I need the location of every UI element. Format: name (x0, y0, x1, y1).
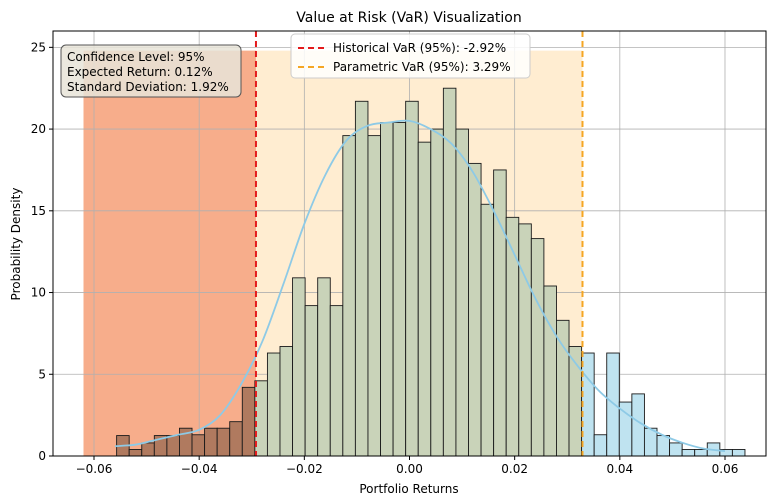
histogram-bar (380, 122, 394, 457)
histogram-bar (304, 305, 319, 457)
histogram-bar (166, 435, 180, 457)
histogram-bar (442, 87, 457, 457)
chart-title: Value at Risk (VaR) Visualization (296, 10, 521, 26)
y-axis-label: Probability Density (9, 188, 23, 301)
legend: Historical VaR (95%): -2.92% Parametric V… (290, 33, 531, 79)
histogram-bar (656, 435, 671, 457)
histogram-bar (669, 442, 683, 457)
histogram-bar (128, 449, 143, 457)
histogram-bar (329, 305, 344, 457)
x-tick-label: 0.04 (606, 462, 633, 476)
histogram-bar (606, 352, 620, 457)
info-box: Confidence Level: 95%Expected Return: 0.… (60, 44, 242, 98)
histogram-bar (266, 352, 281, 457)
histogram-bar (468, 162, 482, 457)
x-tick-label: −0.06 (76, 462, 113, 476)
histogram-bar (530, 238, 545, 457)
histogram-bar (543, 285, 557, 457)
info-box-line: Standard Deviation: 1.92% (67, 80, 229, 94)
histogram-bar (593, 434, 608, 457)
y-tick-label: 10 (31, 286, 46, 300)
histogram-bar (204, 427, 218, 457)
histogram-bar (455, 128, 469, 457)
histogram-bar (480, 203, 495, 457)
legend-box (290, 33, 531, 79)
y-tick-label: 20 (31, 122, 46, 136)
histogram-bar (216, 427, 231, 457)
histogram-bar (405, 100, 419, 457)
histogram-bar (518, 223, 532, 457)
histogram-bar (417, 141, 432, 457)
histogram-bar (354, 100, 369, 457)
plot-area: −0.06 −0.04 −0.02 0.00 0.02 0.04 0.06 0 5 10 15 20 2… (31, 30, 767, 476)
histogram-bar (292, 277, 306, 457)
legend-label: Parametric VaR (95%): 3.29% (333, 60, 511, 74)
legend-label: Historical VaR (95%): -2.92% (333, 41, 506, 55)
info-box-background (60, 44, 242, 98)
histogram-bar (430, 128, 444, 457)
info-box-line: Expected Return: 0.12% (67, 65, 213, 79)
y-tick-label: 0 (38, 449, 46, 463)
histogram-bar (505, 216, 520, 457)
x-tick-label: 0.00 (396, 462, 423, 476)
y-tick-label: 25 (31, 40, 46, 54)
histogram-bar (191, 434, 206, 457)
loss-region (83, 50, 256, 456)
histogram-bar (229, 421, 243, 457)
histogram-bar (681, 449, 696, 457)
histogram-bar (367, 135, 381, 457)
y-tick-label: 15 (31, 204, 46, 218)
x-axis-label: Portfolio Returns (359, 482, 458, 496)
histogram-bar (317, 277, 331, 457)
x-tick-label: 0.02 (501, 462, 528, 476)
kde-curve (114, 119, 726, 452)
histogram-bar (241, 386, 256, 457)
info-box-line: Confidence Level: 95% (67, 50, 205, 64)
histogram-bar (392, 122, 407, 457)
x-tick-label: −0.04 (181, 462, 218, 476)
histogram-bar (694, 449, 708, 457)
histogram-bar (141, 442, 155, 457)
x-tick-label: 0.06 (712, 462, 739, 476)
histogram-bar (342, 135, 356, 457)
y-tick-label: 5 (38, 367, 46, 381)
histogram-bar (279, 346, 294, 457)
histogram-bar (731, 449, 746, 457)
x-tick-label: −0.02 (286, 462, 323, 476)
